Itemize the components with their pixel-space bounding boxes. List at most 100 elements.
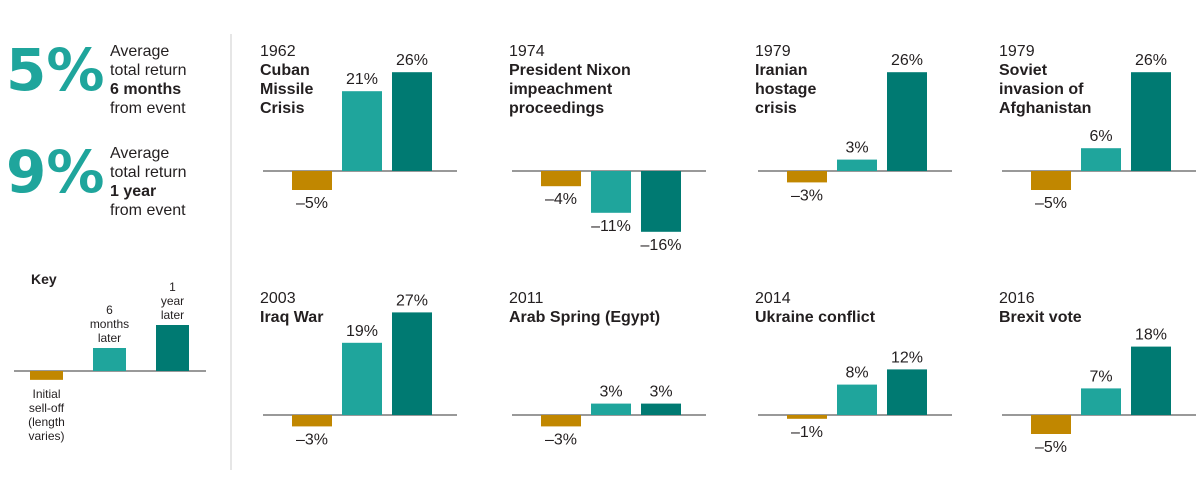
bar-selloff (787, 171, 827, 183)
bar-1-year (887, 72, 927, 171)
data-label: 3% (599, 384, 622, 401)
event-title: Missile (260, 81, 313, 98)
data-label: 6% (1089, 128, 1112, 145)
key-swatch (93, 348, 126, 371)
bar-selloff (787, 415, 827, 419)
key-label: year (161, 294, 184, 308)
event-year: 1974 (509, 43, 545, 60)
data-label: –5% (1035, 439, 1067, 456)
bar-selloff (1031, 415, 1071, 434)
data-label: –3% (791, 187, 823, 204)
key-title: Key (31, 271, 57, 287)
event-title: President Nixon (509, 62, 631, 79)
summary-stat-2: 9% Average total return 1 year from event (6, 138, 186, 219)
key-label: varies) (28, 429, 64, 443)
key-label: 1 (169, 280, 176, 294)
key-label: months (90, 317, 129, 331)
bar-1-year (392, 312, 432, 415)
summary-text-line: from event (110, 100, 186, 117)
summary-number: 9% (6, 138, 104, 206)
bar-selloff (292, 171, 332, 190)
data-label: 27% (396, 292, 428, 309)
bar-6-months (1081, 148, 1121, 171)
key-swatch (156, 325, 189, 371)
data-label: 8% (845, 365, 868, 382)
data-label: 21% (346, 71, 378, 88)
summary-text-line: 6 months (110, 81, 181, 98)
data-label: 18% (1135, 327, 1167, 344)
event-chart-1974: 1974 President Nixon impeachment proceeding… (509, 43, 706, 254)
event-year: 2011 (509, 290, 544, 307)
event-chart-2011: 2011 Arab Spring (Egypt) –3% 3% 3% (509, 290, 706, 448)
bar-6-months (342, 91, 382, 171)
event-title: proceedings (509, 100, 604, 117)
event-title: Crisis (260, 100, 305, 117)
event-title: Brexit vote (999, 309, 1082, 326)
event-title: hostage (755, 81, 816, 98)
bar-1-year (1131, 72, 1171, 171)
event-charts: 1962 Cuban Missile Crisis –5% 21% 26% 1974 Presi… (260, 43, 1196, 456)
event-title: Iraq War (260, 309, 323, 326)
data-label: 3% (649, 384, 672, 401)
bar-selloff (1031, 171, 1071, 190)
data-label: –5% (296, 195, 328, 212)
bar-1-year (392, 72, 432, 171)
data-label: 26% (1135, 52, 1167, 69)
data-label: 3% (845, 140, 868, 157)
bar-1-year (1131, 346, 1171, 415)
event-chart-2016: 2016 Brexit vote –5% 7% 18% (999, 290, 1196, 456)
event-title: Soviet (999, 62, 1048, 79)
data-label: –3% (545, 431, 577, 448)
summary-stats: 5% Average total return 6 months from event 9… (6, 36, 186, 219)
event-title: Cuban (260, 62, 310, 79)
event-year: 1979 (755, 43, 791, 60)
key-label: Initial (32, 387, 60, 401)
bar-6-months (1081, 388, 1121, 415)
summary-text-line: total return (110, 62, 186, 79)
event-year: 1962 (260, 43, 296, 60)
key-label: sell-off (29, 401, 65, 415)
data-label: –16% (641, 237, 682, 254)
data-label: –3% (296, 431, 328, 448)
event-chart-2003: 2003 Iraq War –3% 19% 27% (260, 290, 457, 448)
data-label: –4% (545, 191, 577, 208)
data-label: –1% (791, 424, 823, 441)
bar-selloff (292, 415, 332, 427)
event-title: crisis (755, 100, 797, 117)
key-label: 6 (106, 303, 113, 317)
event-chart-1979: 1979 Soviet invasion of Afghanistan –5% 6% 26% (999, 43, 1196, 212)
summary-number: 5% (6, 36, 104, 104)
summary-stat-1: 5% Average total return 6 months from event (6, 36, 186, 117)
event-title: Afghanistan (999, 100, 1091, 117)
key-label: (length (28, 415, 65, 429)
bar-1-year (887, 369, 927, 415)
event-title: invasion of (999, 81, 1084, 98)
event-title: Arab Spring (Egypt) (509, 309, 660, 326)
summary-text-line: Average (110, 43, 169, 60)
bar-6-months (342, 342, 382, 415)
bar-6-months (837, 384, 877, 415)
data-label: 26% (396, 52, 428, 69)
data-label: –5% (1035, 195, 1067, 212)
bar-6-months (591, 403, 631, 415)
event-year: 2003 (260, 290, 296, 307)
event-chart-2014: 2014 Ukraine conflict –1% 8% 12% (755, 290, 952, 441)
event-title: Ukraine conflict (755, 309, 876, 326)
summary-text-line: total return (110, 164, 186, 181)
data-label: –11% (591, 218, 631, 235)
event-chart-1962: 1962 Cuban Missile Crisis –5% 21% 26% (260, 43, 457, 212)
summary-text-line: Average (110, 145, 169, 162)
event-title: impeachment (509, 81, 613, 98)
data-label: 19% (346, 323, 378, 340)
event-year: 2014 (755, 290, 791, 307)
data-label: 12% (891, 349, 923, 366)
data-label: 7% (1089, 368, 1112, 385)
event-year: 1979 (999, 43, 1035, 60)
key-label: later (98, 331, 121, 345)
bar-1-year (641, 171, 681, 232)
summary-text-line: from event (110, 202, 186, 219)
data-label: 26% (891, 52, 923, 69)
bar-6-months (837, 159, 877, 171)
